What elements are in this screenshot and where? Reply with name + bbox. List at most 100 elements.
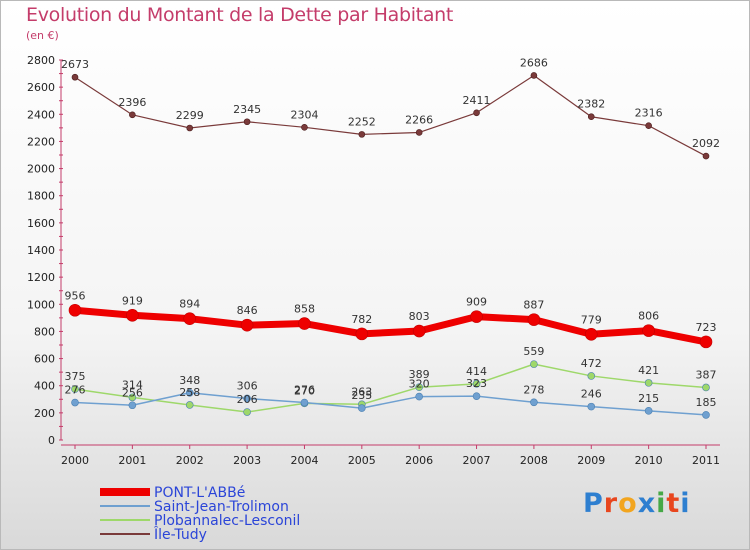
series-point-1 bbox=[644, 407, 653, 415]
y-tick-label: 2000 bbox=[27, 163, 55, 176]
data-label: 270 bbox=[294, 384, 315, 397]
series-point-1 bbox=[472, 392, 481, 400]
data-label: 263 bbox=[351, 385, 372, 398]
series-point-2 bbox=[587, 372, 596, 380]
y-tick-label: 200 bbox=[34, 407, 55, 420]
series-point-3 bbox=[186, 124, 194, 132]
x-tick-label: 2005 bbox=[348, 454, 376, 467]
logo-letter: P bbox=[583, 488, 604, 519]
series-point-2 bbox=[185, 401, 194, 409]
data-label: 235 bbox=[351, 389, 372, 402]
data-label: 2266 bbox=[405, 113, 433, 126]
data-label: 2411 bbox=[463, 94, 491, 107]
logo-letter: i bbox=[656, 488, 667, 519]
series-point-3 bbox=[301, 124, 308, 131]
series-point-3 bbox=[587, 113, 595, 121]
series-point-2 bbox=[243, 408, 251, 416]
data-label: 320 bbox=[409, 378, 430, 391]
y-tick-label: 2400 bbox=[27, 108, 55, 121]
series-point-1 bbox=[587, 402, 596, 411]
data-label: 278 bbox=[523, 383, 544, 396]
y-tick-label: 2800 bbox=[27, 54, 55, 67]
x-tick-label: 2010 bbox=[635, 454, 663, 467]
series-point-2 bbox=[128, 393, 137, 402]
data-label: 256 bbox=[122, 386, 143, 399]
y-tick-label: 400 bbox=[34, 380, 55, 393]
y-tick-label: 2600 bbox=[27, 81, 55, 94]
y-tick-label: 1800 bbox=[27, 190, 55, 203]
y-tick-label: 1000 bbox=[27, 298, 55, 311]
y-tick-label: 2200 bbox=[27, 135, 55, 148]
data-label: 387 bbox=[696, 368, 717, 381]
series-point-1 bbox=[530, 398, 538, 407]
series-point-1 bbox=[128, 401, 137, 410]
data-label: 2304 bbox=[290, 108, 318, 121]
series-point-2 bbox=[644, 379, 653, 387]
data-label: 2345 bbox=[233, 103, 261, 116]
data-label: 472 bbox=[581, 357, 602, 370]
series-point-1 bbox=[415, 392, 423, 401]
data-label: 723 bbox=[696, 321, 717, 334]
series-point-0 bbox=[412, 324, 426, 338]
data-label: 806 bbox=[638, 310, 659, 323]
data-label: 2092 bbox=[692, 137, 720, 150]
series-point-1 bbox=[71, 398, 79, 407]
series-point-0 bbox=[699, 335, 713, 349]
x-tick-label: 2008 bbox=[520, 454, 548, 467]
data-label: 389 bbox=[409, 368, 430, 381]
series-point-3 bbox=[358, 131, 366, 138]
chart-subtitle: (en €) bbox=[26, 29, 59, 42]
series-point-3 bbox=[645, 122, 652, 129]
series-point-0 bbox=[183, 312, 197, 325]
legend-label: Plobannalec-Lesconil bbox=[154, 513, 300, 529]
x-tick-label: 2004 bbox=[290, 454, 318, 467]
y-tick-label: 600 bbox=[34, 353, 55, 366]
legend-label: Île-Tudy bbox=[153, 525, 207, 543]
series-point-3 bbox=[530, 72, 538, 79]
series-point-1 bbox=[185, 388, 194, 397]
legend-label: Saint-Jean-Trolimon bbox=[154, 499, 289, 515]
data-label: 414 bbox=[466, 365, 487, 378]
series-point-3 bbox=[71, 73, 79, 81]
series-point-0 bbox=[68, 303, 82, 317]
logo-letter: o bbox=[618, 488, 638, 519]
data-label: 348 bbox=[179, 374, 200, 387]
data-label: 909 bbox=[466, 296, 487, 309]
series-point-1 bbox=[358, 404, 366, 412]
data-label: 276 bbox=[65, 384, 86, 397]
series-point-0 bbox=[298, 317, 311, 330]
data-label: 887 bbox=[523, 299, 544, 312]
data-label: 2673 bbox=[61, 58, 89, 71]
data-label: 779 bbox=[581, 313, 602, 326]
series-point-0 bbox=[584, 327, 598, 341]
x-tick-label: 2000 bbox=[61, 454, 89, 467]
series-point-1 bbox=[300, 398, 309, 407]
data-label: 306 bbox=[237, 379, 258, 392]
legend-label: PONT-L'ABBé bbox=[154, 485, 245, 501]
data-label: 258 bbox=[179, 386, 200, 399]
data-label: 323 bbox=[466, 377, 487, 390]
data-label: 2396 bbox=[118, 96, 146, 109]
data-label: 894 bbox=[179, 298, 200, 311]
y-tick-label: 0 bbox=[48, 434, 55, 447]
series-point-2 bbox=[415, 383, 423, 392]
x-tick-label: 2006 bbox=[405, 454, 433, 467]
logo-letter: r bbox=[603, 488, 619, 519]
series-point-0 bbox=[240, 318, 254, 332]
y-tick-label: 1400 bbox=[27, 244, 55, 257]
data-label: 246 bbox=[581, 388, 602, 401]
data-label: 846 bbox=[237, 304, 258, 317]
x-tick-label: 2009 bbox=[577, 454, 605, 467]
series-line-1 bbox=[74, 392, 707, 416]
data-label: 2316 bbox=[635, 107, 663, 120]
logo-letter: i bbox=[680, 488, 691, 519]
series-point-1 bbox=[243, 394, 251, 403]
series-point-2 bbox=[702, 383, 710, 392]
series-line-0 bbox=[74, 306, 707, 346]
data-label: 956 bbox=[65, 289, 86, 302]
series-point-0 bbox=[470, 310, 483, 323]
x-tick-label: 2002 bbox=[176, 454, 204, 467]
data-label: 215 bbox=[638, 392, 659, 405]
